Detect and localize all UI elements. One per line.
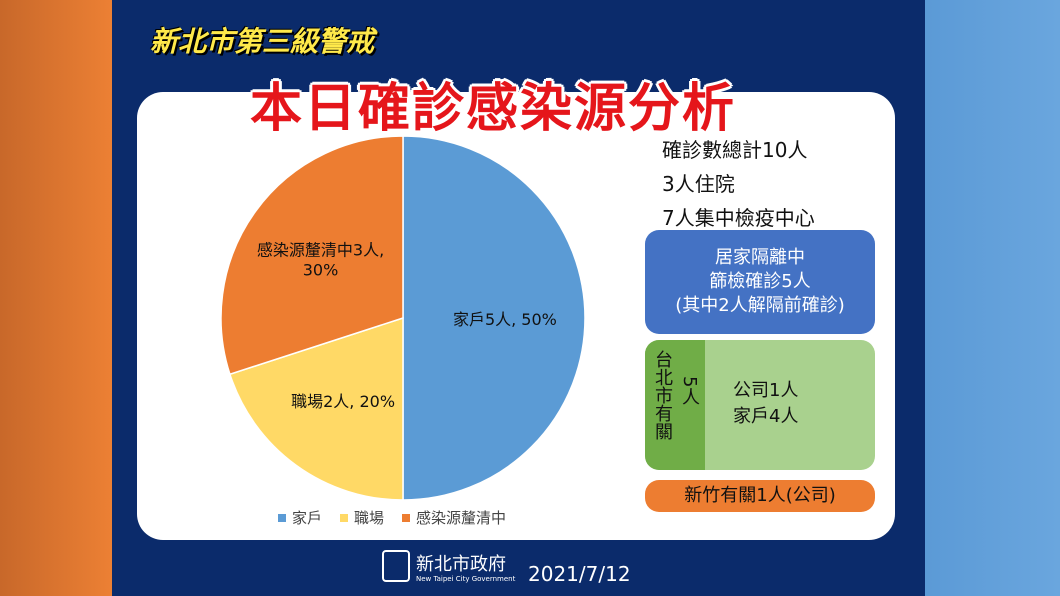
data-label: 感染源釐清中3人, 30%	[256, 240, 385, 280]
legend-label: 感染源釐清中	[416, 509, 507, 527]
logo-icon	[382, 550, 410, 582]
legend-swatch	[402, 513, 411, 522]
taipei-item: 公司1人	[733, 380, 799, 401]
taipei-count: 5人	[679, 376, 700, 406]
org-name: 新北市政府	[416, 554, 506, 575]
legend-label: 家戶	[292, 509, 323, 527]
data-label: 家戶5人, 50%	[452, 310, 557, 329]
legend-item: 感染源釐清中	[402, 507, 506, 528]
pie-slice	[402, 135, 586, 501]
legend-label: 職場	[354, 509, 385, 527]
subtitle: 新北市第三級警戒	[150, 25, 375, 58]
legend-swatch	[340, 513, 349, 522]
pie-slice	[228, 316, 404, 501]
taipei-column	[645, 340, 705, 470]
box-line: 篩檢確診5人	[709, 271, 811, 292]
pie-slice	[220, 135, 404, 376]
home-quarantine-box: 居家隔離中 篩檢確診5人 (其中2人解隔前確診)	[645, 230, 875, 334]
summary-line: 3人住院	[662, 172, 735, 196]
box-line: (其中2人解隔前確診)	[675, 295, 845, 316]
taipei-label: 台北市有關	[652, 350, 673, 440]
legend-item: 職場	[340, 507, 384, 528]
pie-chart	[220, 135, 586, 501]
box-line: 居家隔離中	[715, 247, 805, 268]
date: 2021/7/12	[528, 562, 631, 586]
data-label: 職場2人, 20%	[291, 392, 396, 412]
taipei-item: 家戶4人	[733, 406, 799, 427]
left-edge	[0, 0, 112, 596]
taipei-items: 公司1人 家戶4人	[733, 378, 798, 430]
summary-line: 7人集中檢疫中心	[662, 206, 815, 230]
taipei-box: 台北市有關 5人 公司1人 家戶4人	[645, 340, 875, 470]
legend: 家戶 職場 感染源釐清中	[278, 507, 506, 528]
title: 本日確診感染源分析	[250, 79, 737, 139]
hsinchu-box: 新竹有關1人(公司)	[645, 480, 875, 512]
org-name-en: New Taipei City Government	[416, 575, 516, 583]
legend-swatch	[278, 513, 286, 522]
right-edge	[925, 0, 1060, 596]
summary-line: 確診數總計10人	[662, 138, 808, 162]
legend-item: 家戶	[278, 507, 322, 528]
